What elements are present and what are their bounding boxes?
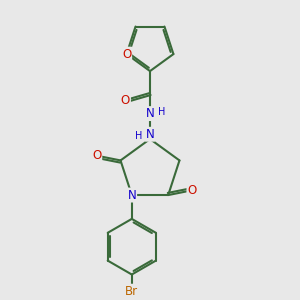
Text: N: N xyxy=(146,128,154,141)
Text: N: N xyxy=(146,107,154,120)
Text: O: O xyxy=(188,184,197,197)
Text: O: O xyxy=(92,149,101,162)
Text: Br: Br xyxy=(125,285,138,298)
Text: O: O xyxy=(121,94,130,106)
Text: H: H xyxy=(158,107,165,117)
Text: N: N xyxy=(128,189,136,202)
Text: O: O xyxy=(122,48,131,61)
Text: H: H xyxy=(135,131,142,141)
